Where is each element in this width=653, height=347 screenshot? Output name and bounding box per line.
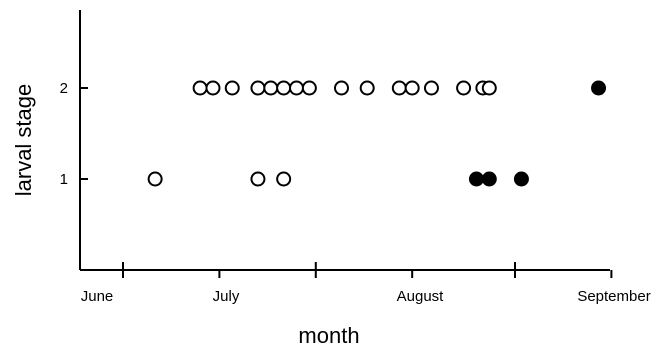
open-point-11 xyxy=(333,80,349,96)
filled-point-3 xyxy=(591,80,607,96)
x-tick-label-2: August xyxy=(397,288,445,305)
open-point-9 xyxy=(289,80,305,96)
x-tick-label-3: September xyxy=(577,288,650,305)
open-point-10 xyxy=(301,80,317,96)
filled-point-0 xyxy=(468,171,484,187)
x-tick-label-0: June xyxy=(81,288,114,305)
filled-point-2 xyxy=(513,171,529,187)
open-point-1 xyxy=(192,80,208,96)
open-point-5 xyxy=(250,80,266,96)
y-axis-title: larval stage xyxy=(11,84,36,197)
filled-point-1 xyxy=(481,171,497,187)
open-point-16 xyxy=(456,80,472,96)
open-point-0 xyxy=(147,171,163,187)
open-point-13 xyxy=(391,80,407,96)
x-tick-label-1: July xyxy=(213,288,240,305)
open-point-3 xyxy=(224,80,240,96)
y-tick-label-1: 2 xyxy=(60,80,68,97)
open-point-14 xyxy=(404,80,420,96)
open-point-7 xyxy=(276,80,292,96)
open-point-6 xyxy=(263,80,279,96)
open-point-8 xyxy=(276,171,292,187)
open-point-12 xyxy=(359,80,375,96)
open-point-18 xyxy=(481,80,497,96)
open-point-4 xyxy=(250,171,266,187)
open-point-2 xyxy=(205,80,221,96)
y-tick-label-0: 1 xyxy=(60,171,68,188)
x-axis-title: month xyxy=(298,323,359,347)
open-point-15 xyxy=(423,80,439,96)
